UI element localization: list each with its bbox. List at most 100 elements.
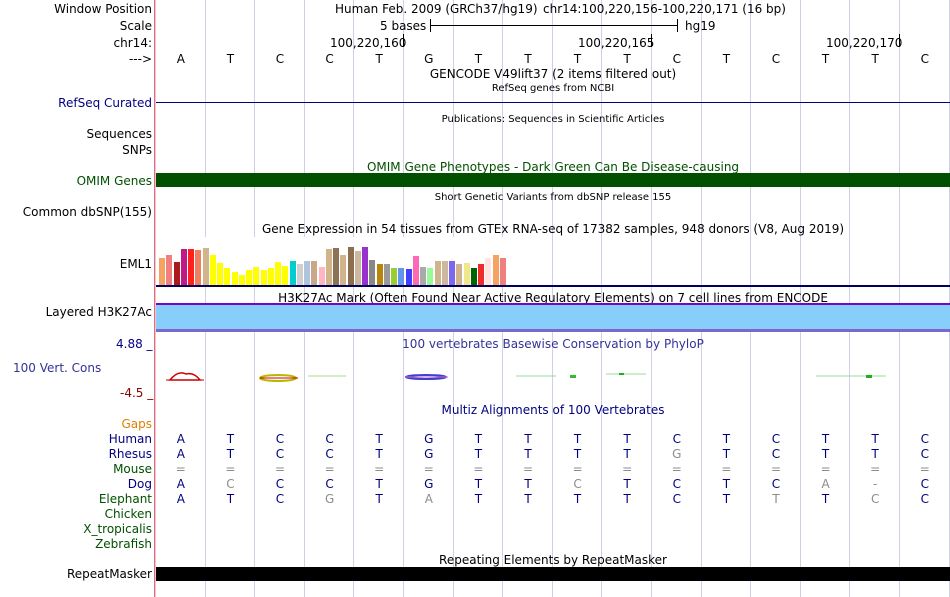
species-label[interactable]: Zebrafish (95, 537, 152, 551)
gtex-tissue-bar[interactable] (499, 258, 506, 285)
reference-base[interactable]: C (325, 52, 334, 66)
phylop-track-label[interactable]: 100 Vert. Cons (13, 361, 102, 375)
reference-base[interactable]: C (275, 52, 285, 66)
gtex-tissue-bar[interactable] (412, 256, 419, 285)
species-label[interactable]: Mouse (113, 462, 152, 476)
gtex-tissue-bar[interactable] (202, 248, 209, 285)
gtex-tissue-bar[interactable] (427, 268, 434, 285)
reference-base[interactable]: T (821, 52, 830, 66)
gtex-tissue-bar[interactable] (333, 248, 339, 285)
reference-base[interactable]: T (226, 52, 235, 66)
refseq-line[interactable] (156, 102, 950, 103)
gtex-tissue-bar[interactable] (398, 268, 405, 285)
sequences-track-label[interactable]: Sequences (86, 127, 152, 141)
species-label[interactable]: Rhesus (108, 447, 152, 461)
gtex-tissue-bar[interactable] (260, 270, 267, 285)
reference-base[interactable]: T (722, 52, 731, 66)
gtex-tissue-bar[interactable] (441, 261, 448, 285)
gtex-tissue-bar[interactable] (478, 264, 484, 285)
h3k27ac-track-label[interactable]: Layered H3K27Ac (45, 305, 152, 319)
refseq-track-label[interactable]: RefSeq Curated (58, 96, 152, 110)
h3k27ac-signal[interactable] (156, 305, 950, 329)
gtex-tissue-bar[interactable] (485, 258, 492, 285)
alignment-base: T (821, 432, 830, 446)
snps-track-label[interactable]: SNPs (122, 143, 152, 157)
gtex-tissue-bar[interactable] (231, 272, 238, 285)
phylop-signal[interactable] (156, 370, 950, 384)
gtex-tissue-bar[interactable] (246, 270, 252, 285)
gtex-tissue-bar[interactable] (325, 249, 332, 285)
gtex-tissue-bar[interactable] (405, 269, 412, 285)
alignment-base: C (573, 477, 582, 491)
gtex-tissue-bar[interactable] (195, 250, 202, 285)
gtex-tissue-bar[interactable] (282, 266, 289, 285)
gtex-tissue-bar[interactable] (159, 258, 165, 285)
gtex-tissue-bar[interactable] (492, 255, 499, 285)
reference-base[interactable]: T (573, 52, 582, 66)
gencode-track-title[interactable]: GENCODE V49lift37 (2 items filtered out) (429, 67, 677, 81)
alignment-base: = (870, 462, 881, 476)
reference-base[interactable]: T (375, 52, 383, 66)
gtex-tissue-bar[interactable] (311, 261, 318, 285)
gtex-tissue-bar[interactable] (173, 262, 180, 285)
ruler-tick-label: 100,220,165 (578, 36, 655, 50)
gtex-tissue-bar[interactable] (166, 255, 173, 285)
species-label[interactable]: Elephant (98, 492, 152, 506)
gtex-tissue-bar[interactable] (347, 247, 354, 285)
species-label[interactable]: X_tropicalis (83, 522, 152, 536)
gtex-tissue-bar[interactable] (253, 267, 260, 285)
gtex-tissue-bar[interactable] (470, 268, 477, 285)
alignment-base: = (324, 462, 335, 476)
gtex-tissue-bar[interactable] (434, 261, 441, 285)
reference-base[interactable]: C (672, 52, 681, 66)
gtex-tissue-bar[interactable] (391, 268, 397, 285)
reference-base[interactable]: T (474, 52, 483, 66)
omim-gene-bar[interactable] (156, 173, 950, 187)
gtex-expression-chart[interactable] (156, 237, 536, 285)
dbsnp-track-label[interactable]: Common dbSNP(155) (22, 205, 152, 219)
gtex-tissue-bar[interactable] (420, 267, 426, 285)
gtex-tissue-bar[interactable] (188, 249, 194, 285)
species-label[interactable]: Human (108, 432, 152, 446)
repeatmasker-track-label[interactable]: RepeatMasker (66, 567, 152, 581)
gtex-tissue-bar[interactable] (362, 247, 368, 285)
gtex-tissue-bar[interactable] (289, 261, 296, 285)
reference-base[interactable]: T (524, 52, 532, 66)
alignment-base: T (623, 447, 631, 461)
gtex-tissue-bar[interactable] (354, 251, 361, 285)
gtex-tissue-bar[interactable] (296, 264, 303, 285)
gtex-tissue-bar[interactable] (456, 264, 463, 285)
gtex-tissue-bar[interactable] (369, 260, 376, 285)
scale-text: 5 bases (380, 19, 427, 33)
gtex-tissue-bar[interactable] (318, 267, 325, 285)
alignment-base: T (474, 492, 483, 506)
repeatmasker-bar[interactable] (156, 567, 950, 581)
reference-base[interactable]: C (771, 52, 781, 66)
alignment-base: T (623, 432, 631, 446)
scale-bar (430, 19, 678, 33)
gtex-tissue-bar[interactable] (383, 264, 390, 285)
gtex-tissue-bar[interactable] (340, 255, 347, 285)
gtex-tissue-bar[interactable] (304, 261, 310, 285)
gtex-tissue-bar[interactable] (376, 264, 383, 285)
gtex-tissue-bar[interactable] (267, 268, 274, 285)
gtex-tissue-bar[interactable] (463, 263, 470, 285)
gtex-tissue-bar[interactable] (209, 255, 216, 285)
reference-base[interactable]: T (623, 52, 631, 66)
species-label[interactable]: Chicken (104, 507, 152, 521)
reference-base[interactable]: T (871, 52, 879, 66)
gtex-tissue-bar[interactable] (180, 249, 187, 285)
reference-base[interactable]: A (176, 52, 185, 66)
gaps-label[interactable]: Gaps (121, 417, 152, 431)
gtex-tissue-bar[interactable] (275, 262, 281, 285)
gtex-tissue-bar[interactable] (238, 275, 245, 285)
species-label[interactable]: Dog (127, 477, 152, 491)
reference-base[interactable]: C (920, 52, 929, 66)
gtex-gene-label[interactable]: EML1 (119, 257, 152, 271)
gtex-tissue-bar[interactable] (224, 268, 231, 285)
alignment-base: G (424, 432, 434, 446)
gtex-tissue-bar[interactable] (217, 263, 223, 285)
omim-track-label[interactable]: OMIM Genes (76, 174, 152, 188)
gtex-tissue-bar[interactable] (449, 261, 455, 285)
reference-base[interactable]: G (424, 52, 434, 66)
